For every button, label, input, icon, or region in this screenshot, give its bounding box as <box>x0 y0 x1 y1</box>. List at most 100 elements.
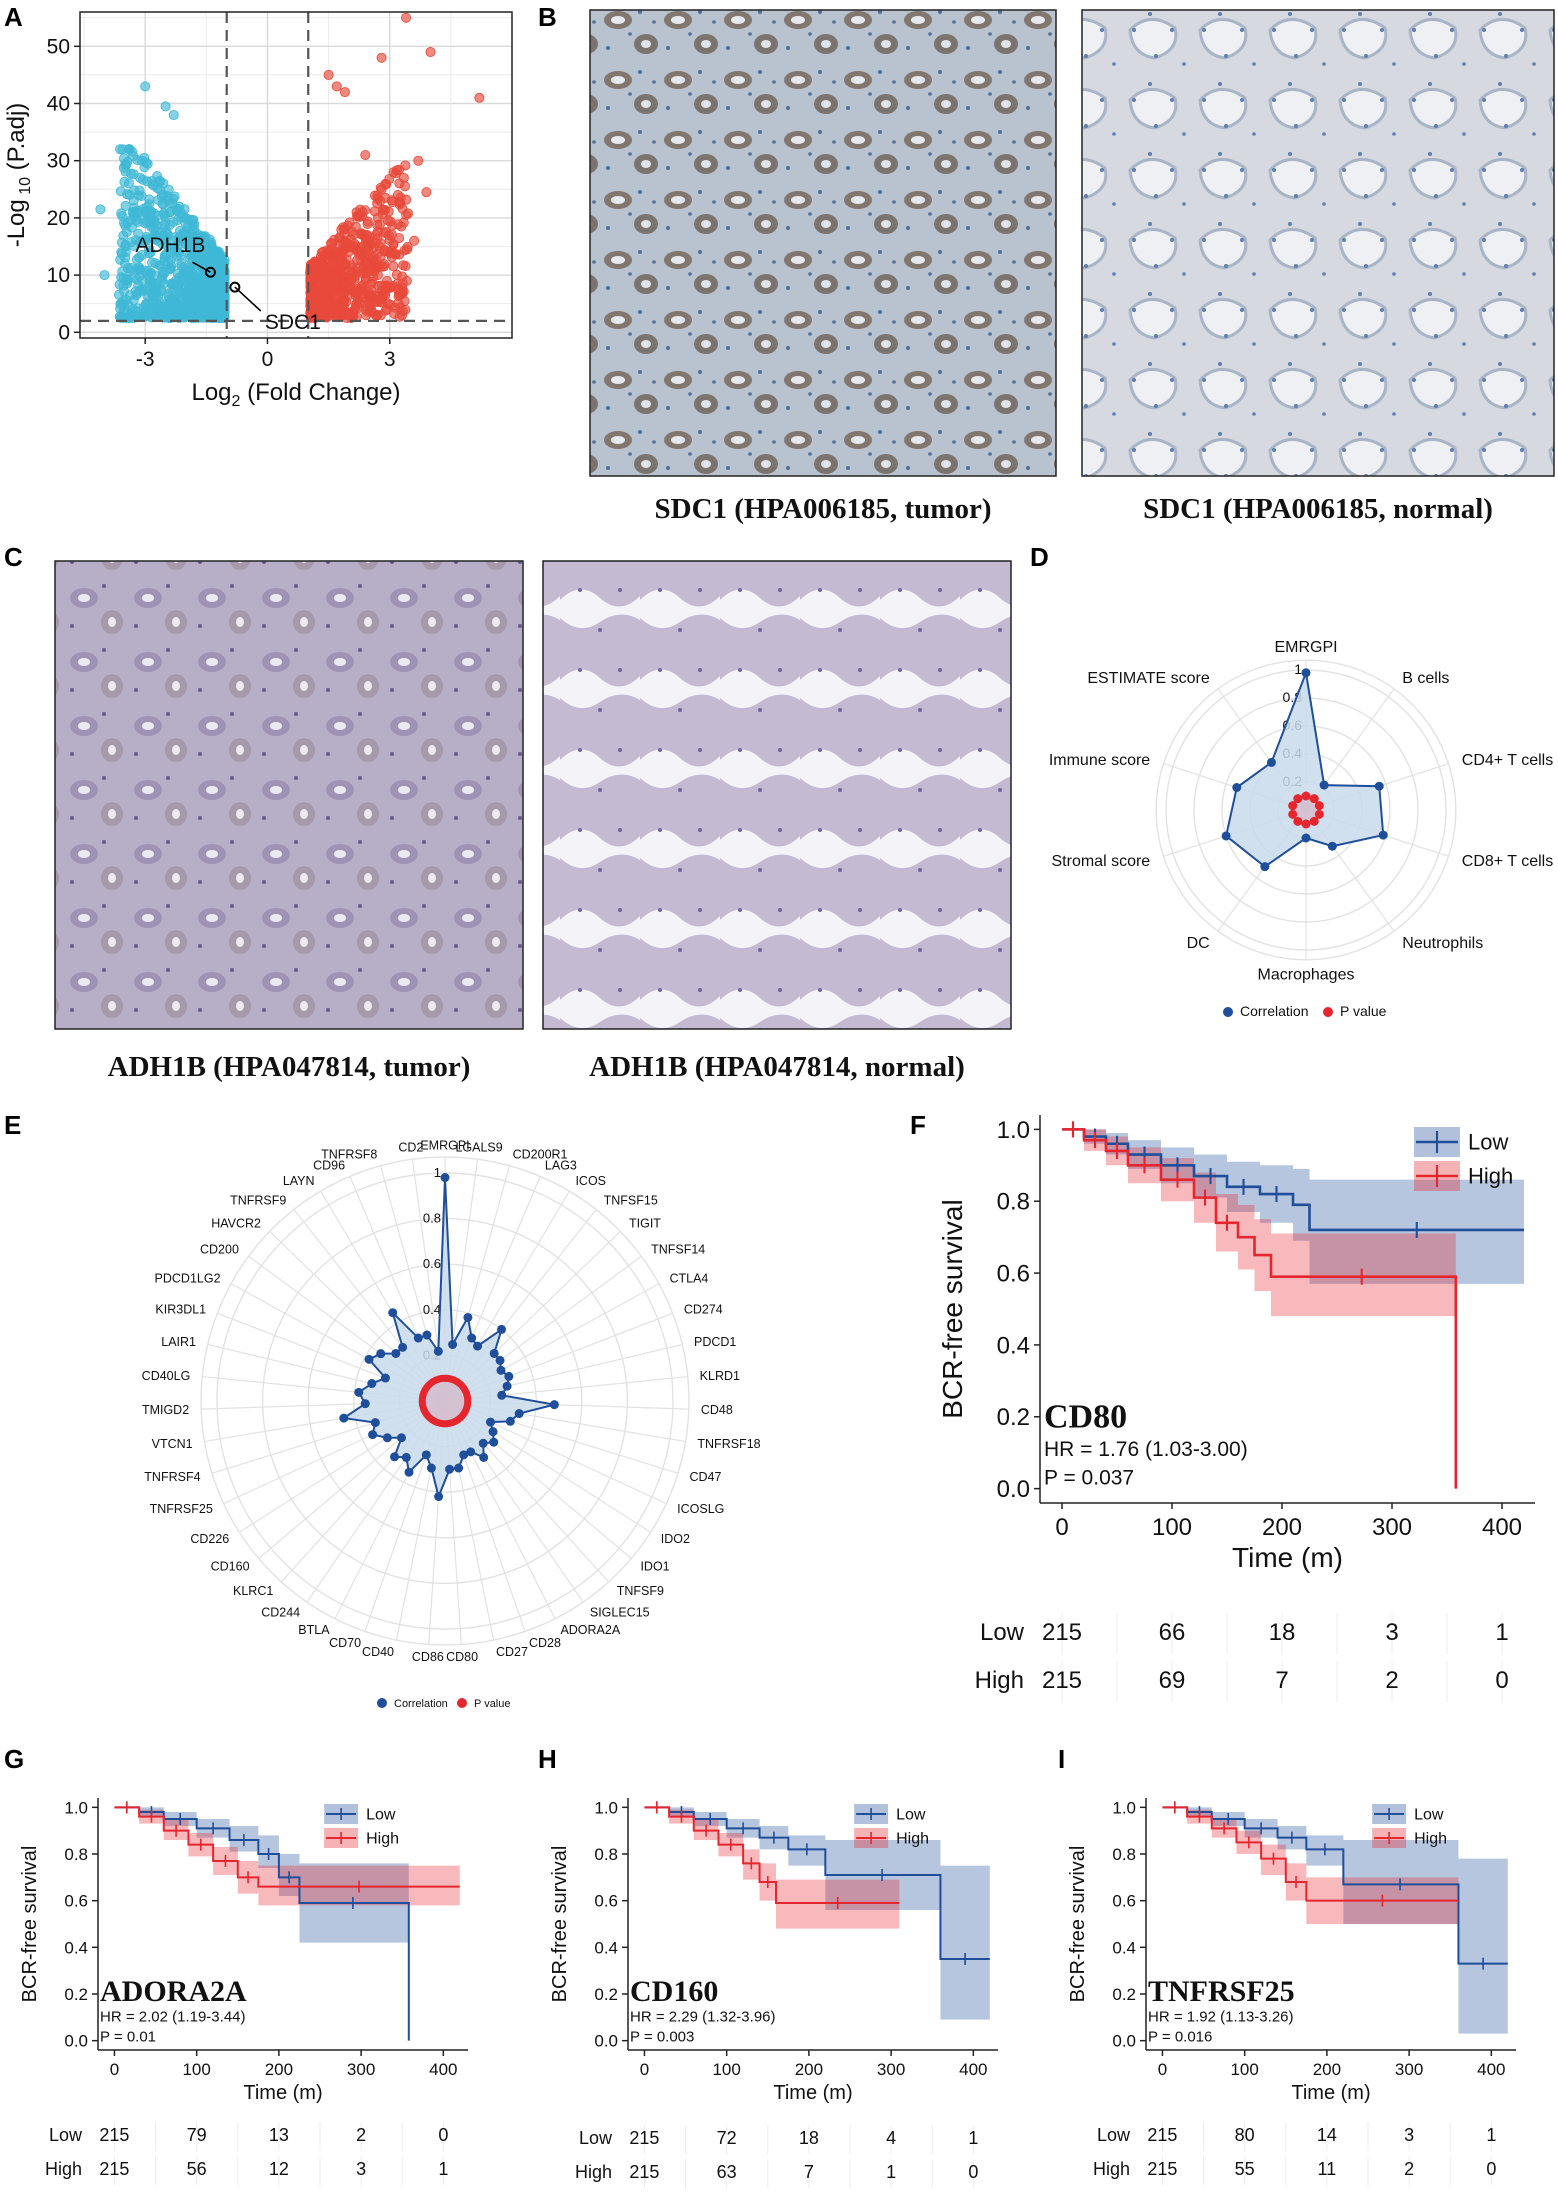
risk-count: 0 <box>438 2125 448 2145</box>
risk-count: 0 <box>1486 2159 1496 2179</box>
ihc-caption-adh1b-tumor: ADH1B (HPA047814, tumor) <box>108 1051 471 1083</box>
pvalue-point <box>1288 809 1298 819</box>
gene-point <box>375 195 386 206</box>
risk-count: 2 <box>1404 2159 1414 2179</box>
panel-label-d: D <box>1030 542 1049 572</box>
gene-point <box>376 184 387 195</box>
risk-count: 11 <box>1318 2159 1337 2179</box>
y-tick-label: 0.8 <box>594 1845 618 1864</box>
x-tick-label: 3 <box>384 348 396 371</box>
radar-axis-label: TNFRSF8 <box>321 1148 377 1162</box>
radar-axis-label: TIGIT <box>629 1216 661 1230</box>
hazard-ratio-text: HR = 2.29 (1.32-3.96) <box>630 2008 776 2025</box>
y-tick-label: 0.6 <box>594 1892 618 1911</box>
gene-point <box>123 178 134 189</box>
correlation-point <box>549 1400 559 1410</box>
radar-axis-label: IDO2 <box>661 1532 690 1546</box>
risk-count: 1 <box>1486 2125 1496 2145</box>
gene-point <box>354 297 365 308</box>
risk-count: 215 <box>629 2128 659 2148</box>
panel-label-f: F <box>910 1110 926 1140</box>
pvalue-point <box>1314 801 1324 811</box>
gene-point <box>166 261 177 272</box>
radar-axis-label: KLRC1 <box>233 1584 273 1598</box>
gene-point <box>425 47 436 58</box>
radar-axis-label: KLRD1 <box>700 1369 740 1383</box>
gene-point <box>401 12 412 23</box>
gene-point <box>401 275 412 286</box>
gene-point <box>140 81 151 92</box>
p-value-text: P = 0.01 <box>100 2029 156 2046</box>
radar-axis-label: TNFSF14 <box>651 1243 705 1257</box>
x-tick-label: 300 <box>1372 1514 1412 1541</box>
radar-axis-label: SIGLEC15 <box>590 1605 650 1619</box>
radar-axis-label: CD2 <box>398 1141 423 1155</box>
y-tick-label: 0 <box>58 321 70 344</box>
radar-chart-checkpoints: 0.20.40.60.81EMRGPILGALS9CD200R1LAG3ICOS… <box>142 1138 761 1710</box>
gene-point <box>362 216 373 227</box>
x-tick-label: 0 <box>1055 1514 1068 1541</box>
ci-band-low <box>644 1807 990 2020</box>
correlation-point <box>1232 783 1242 793</box>
gene-title: ADORA2A <box>100 1975 247 2008</box>
x-axis-title: Time (m) <box>1291 2082 1370 2104</box>
radar-axis-label: CD160 <box>211 1560 250 1574</box>
y-tick-label: 0.2 <box>64 1985 88 2004</box>
y-tick-label: 0.2 <box>594 1985 618 2004</box>
correlation-point <box>485 1417 495 1427</box>
y-tick-label: 0.4 <box>594 1938 618 1957</box>
y-tick-label: 1.0 <box>1112 1798 1136 1817</box>
gene-title: CD80 <box>1044 1399 1127 1436</box>
ihc-caption-sdc1-normal: SDC1 (HPA006185, normal) <box>1143 493 1493 525</box>
radar-axis-label: ICOSLG <box>677 1502 724 1516</box>
gene-point <box>312 271 323 282</box>
correlation-point <box>426 1463 436 1473</box>
correlation-point <box>1260 862 1270 872</box>
panel-label-c: C <box>4 542 23 572</box>
gene-point <box>336 302 347 313</box>
gene-point <box>187 279 198 290</box>
gene-title: CD160 <box>630 1975 718 2008</box>
gene-point <box>331 81 342 92</box>
correlation-point <box>433 1346 443 1356</box>
radar-axis-label: CD200R1 <box>513 1148 568 1162</box>
radar-axis-label: EMRGPI <box>1274 639 1337 656</box>
gene-point <box>306 312 317 323</box>
gene-point <box>196 231 207 242</box>
radar-axis-label: LGALS9 <box>455 1141 502 1155</box>
legend-label-high: High <box>1468 1164 1513 1189</box>
gene-point <box>171 251 182 262</box>
panel-label-a: A <box>4 2 23 32</box>
radar-axis-label: CD27 <box>496 1645 528 1659</box>
y-tick-label: 0.4 <box>64 1938 88 1957</box>
legend-label-high: High <box>366 1831 399 1848</box>
radar-axis-label: ESTIMATE score <box>1087 670 1209 687</box>
y-axis-title: -Log 10 (P.adj) <box>3 103 34 248</box>
gene-point <box>178 307 189 318</box>
gene-point <box>176 233 187 244</box>
gene-point <box>350 221 361 232</box>
gene-point <box>191 245 202 256</box>
ci-band-high <box>1062 1129 1456 1489</box>
radar-axis-label: EMRGPI <box>420 1138 469 1152</box>
panel-label-g: G <box>4 1744 24 1774</box>
gene-point <box>421 187 432 198</box>
pvalue-point <box>1314 809 1324 819</box>
legend-label-pvalue: P value <box>474 1698 511 1710</box>
gene-point <box>172 299 183 310</box>
gene-point <box>402 244 413 255</box>
x-tick-label: 100 <box>1152 1514 1192 1541</box>
gene-point <box>355 289 366 300</box>
radar-axis-label: CTLA4 <box>669 1271 708 1285</box>
risk-count: 18 <box>1269 1619 1296 1646</box>
gene-point <box>358 267 369 278</box>
gene-point <box>328 256 339 267</box>
risk-count: 215 <box>1147 2159 1177 2179</box>
correlation-point <box>489 1437 499 1447</box>
gene-point <box>115 186 126 197</box>
gene-point <box>357 207 368 218</box>
gene-point <box>380 284 391 295</box>
y-tick-label: 0.2 <box>1112 1985 1136 2004</box>
gene-point <box>121 227 132 238</box>
